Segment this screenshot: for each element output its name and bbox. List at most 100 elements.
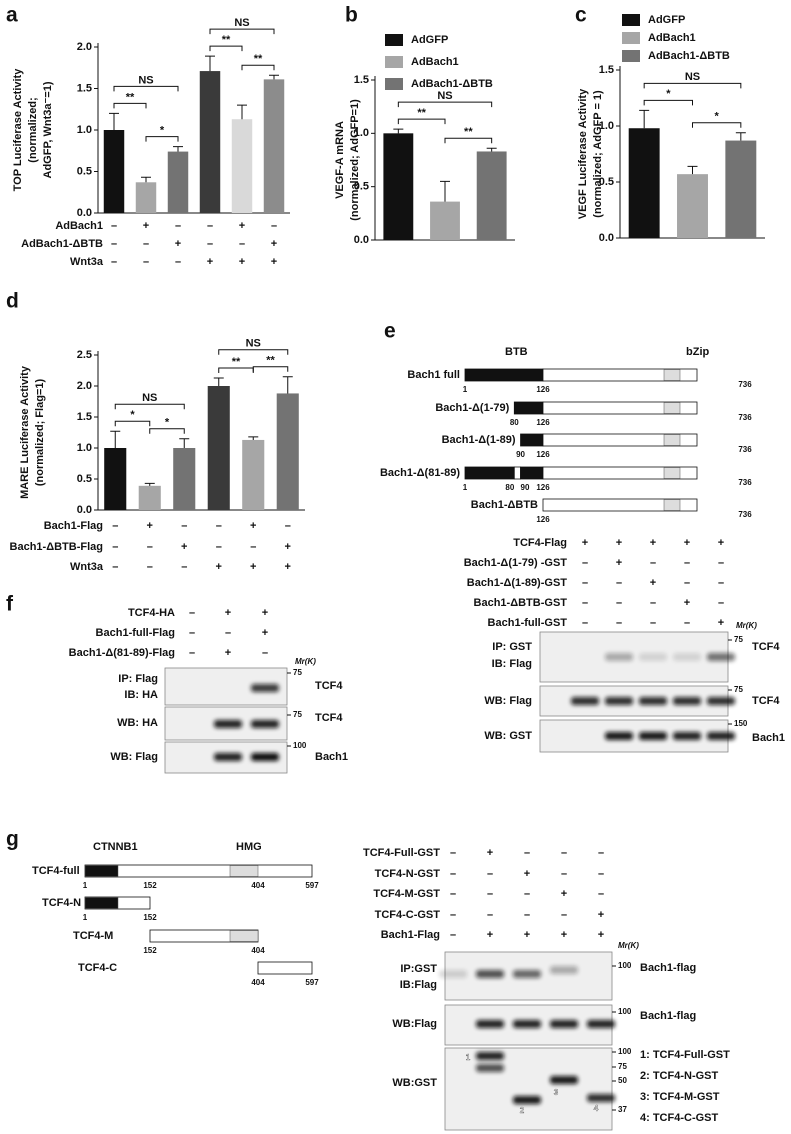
- significance-label: **: [254, 53, 263, 65]
- domain-box: [663, 467, 681, 479]
- y-tick-label: 0.5: [599, 176, 614, 188]
- legend-label: AdBach1-ΔBTB: [648, 50, 730, 62]
- blot-band: [605, 732, 633, 740]
- blot-target: Bach1-flag: [640, 962, 696, 974]
- treatment-mark: +: [616, 537, 622, 549]
- error-bar: [144, 482, 155, 486]
- mw-unit-label: Mr(K): [736, 621, 757, 630]
- marker-label: 100: [293, 741, 307, 750]
- panel-letter: f: [6, 593, 14, 616]
- construct-name: TCF4-C: [78, 962, 117, 974]
- legend-label: AdBach1-ΔBTB: [411, 78, 493, 90]
- y-tick-label: 0.5: [354, 181, 369, 193]
- significance-label: NS: [142, 392, 157, 404]
- legend-swatch: [622, 14, 640, 26]
- y-tick-label: 0.0: [77, 504, 92, 516]
- treatment-mark: –: [250, 541, 256, 553]
- treatment-mark: –: [225, 627, 231, 639]
- blot-label: WB: Flag: [110, 751, 158, 763]
- lane-number: 1: [466, 1053, 471, 1062]
- blot-band: [476, 970, 504, 978]
- residue-number: 1: [463, 385, 468, 394]
- residue-number: 1: [83, 913, 88, 922]
- domain-label: bZip: [686, 346, 709, 358]
- error-bar: [486, 147, 497, 152]
- treatment-mark: +: [650, 577, 656, 589]
- panel-letter: e: [384, 320, 396, 343]
- bar: [383, 133, 414, 240]
- significance-label: NS: [246, 338, 261, 350]
- error-bar: [110, 430, 121, 448]
- construct-segment: [542, 466, 698, 480]
- marker-label: 100: [618, 1047, 632, 1056]
- significance-bracket: [113, 102, 147, 109]
- significance-bracket: [209, 45, 243, 52]
- treatment-mark: –: [650, 597, 656, 609]
- treatment-mark: –: [524, 909, 530, 921]
- domain-label: CTNNB1: [93, 841, 138, 853]
- treatment-mark: –: [582, 577, 588, 589]
- bar: [628, 128, 660, 238]
- blot-band: [550, 1076, 578, 1084]
- y-axis-label: (normalized; Flag=1): [34, 379, 46, 487]
- marker-label: 150: [734, 719, 748, 728]
- treatment-mark: +: [582, 537, 588, 549]
- residue-number: 597: [305, 881, 319, 890]
- treatment-mark: +: [285, 561, 291, 573]
- y-axis-label: VEGF-A mRNA: [334, 121, 346, 199]
- blot-target: Bach1: [315, 751, 348, 763]
- significance-bracket: [692, 122, 742, 128]
- y-tick-label: 1.5: [599, 64, 614, 76]
- treatment-mark: –: [487, 868, 493, 880]
- panel-letter: g: [6, 828, 19, 851]
- treatment-mark: +: [650, 537, 656, 549]
- y-tick-label: 1.0: [77, 124, 92, 136]
- residue-number: 152: [143, 881, 157, 890]
- bar: [725, 140, 757, 238]
- construct-name: Bach1-Δ(1-89): [442, 434, 516, 446]
- residue-number: 80: [505, 483, 514, 492]
- treatment-mark: –: [598, 868, 604, 880]
- blot-target: TCF4: [315, 680, 343, 692]
- treatment-mark: –: [262, 647, 268, 659]
- domain-label: HMG: [236, 841, 262, 853]
- residue-number: 597: [305, 978, 319, 987]
- treatment-mark: –: [561, 868, 567, 880]
- construct-name: TCF4-N: [42, 897, 81, 909]
- y-axis-label: (normalized;: [27, 97, 39, 162]
- treatment-mark: –: [487, 909, 493, 921]
- blot-band: [214, 720, 242, 728]
- treatment-mark: +: [147, 520, 153, 532]
- significance-label: *: [715, 111, 720, 123]
- domain-label: BTB: [505, 346, 528, 358]
- treatment-mark: –: [450, 909, 456, 921]
- residue-number: 152: [143, 946, 157, 955]
- blot-label: IP: GST: [492, 641, 532, 653]
- bar: [430, 201, 460, 240]
- blot-label: IB:Flag: [400, 979, 437, 991]
- blot-target: 4: TCF4-C-GST: [640, 1112, 719, 1124]
- treatment-mark: –: [175, 256, 181, 268]
- treatment-mark: –: [189, 607, 195, 619]
- residue-number: 152: [143, 913, 157, 922]
- treatment-label: Wnt3a: [70, 256, 104, 268]
- blot-label: IP:GST: [400, 963, 437, 975]
- significance-label: NS: [138, 74, 153, 86]
- blot-band: [605, 653, 633, 661]
- treatment-label: AdBach1-ΔBTB: [21, 238, 103, 250]
- treatment-mark: +: [143, 220, 149, 232]
- treatment-mark: –: [616, 597, 622, 609]
- treatment-mark: +: [262, 607, 268, 619]
- treatment-mark: –: [181, 520, 187, 532]
- treatment-mark: –: [524, 847, 530, 859]
- treatment-mark: +: [561, 888, 567, 900]
- construct-segment: [542, 498, 698, 512]
- error-bar: [639, 109, 650, 129]
- construct-segment: [464, 466, 515, 480]
- blot-label: WB: Flag: [484, 695, 532, 707]
- blot-label: WB: HA: [117, 717, 158, 729]
- blot-target: 1: TCF4-Full-GST: [640, 1049, 730, 1061]
- significance-bracket: [114, 420, 151, 427]
- treatment-mark: –: [684, 557, 690, 569]
- blot-band: [476, 1020, 504, 1028]
